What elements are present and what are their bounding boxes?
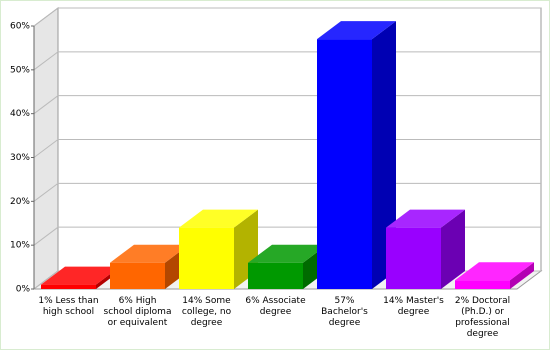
y-tick-label: 20% xyxy=(10,197,30,207)
y-tick-label: 60% xyxy=(10,22,30,32)
x-tick-label: 14% Master's degree xyxy=(383,296,444,317)
x-tick-label: 2% Doctoral (Ph.D.) or professional degr… xyxy=(454,296,511,339)
x-tick-label: 14% Some college, no degree xyxy=(181,296,232,328)
bar-top xyxy=(455,262,534,281)
bar-top xyxy=(248,244,327,263)
bar xyxy=(386,227,441,289)
bar-top xyxy=(317,21,396,40)
bar xyxy=(41,284,96,289)
bar-side xyxy=(372,21,396,290)
x-tick-label: 6% Associate degree xyxy=(245,296,306,317)
bar-top xyxy=(41,266,120,285)
bar-side xyxy=(441,209,465,289)
y-tick-label: 0% xyxy=(16,285,31,295)
bar xyxy=(110,262,165,289)
bar xyxy=(179,227,234,289)
y-tick-label: 50% xyxy=(10,65,30,75)
bar-top xyxy=(386,209,465,228)
bar-top xyxy=(110,244,189,263)
bar xyxy=(317,39,372,290)
x-tick-label: 6% High school diploma or equivalent xyxy=(103,296,172,328)
bar xyxy=(248,262,303,289)
y-tick-label: 40% xyxy=(10,109,30,119)
y-tick-label: 10% xyxy=(10,241,30,251)
grid-line xyxy=(33,7,541,27)
y-tick-label: 30% xyxy=(10,153,30,163)
bar-side xyxy=(510,262,534,289)
x-tick-label: 1% Less than high school xyxy=(38,296,99,317)
bar-top xyxy=(179,209,258,228)
bar xyxy=(455,280,510,289)
x-tick-label: 57% Bachelor's degree xyxy=(321,296,368,328)
